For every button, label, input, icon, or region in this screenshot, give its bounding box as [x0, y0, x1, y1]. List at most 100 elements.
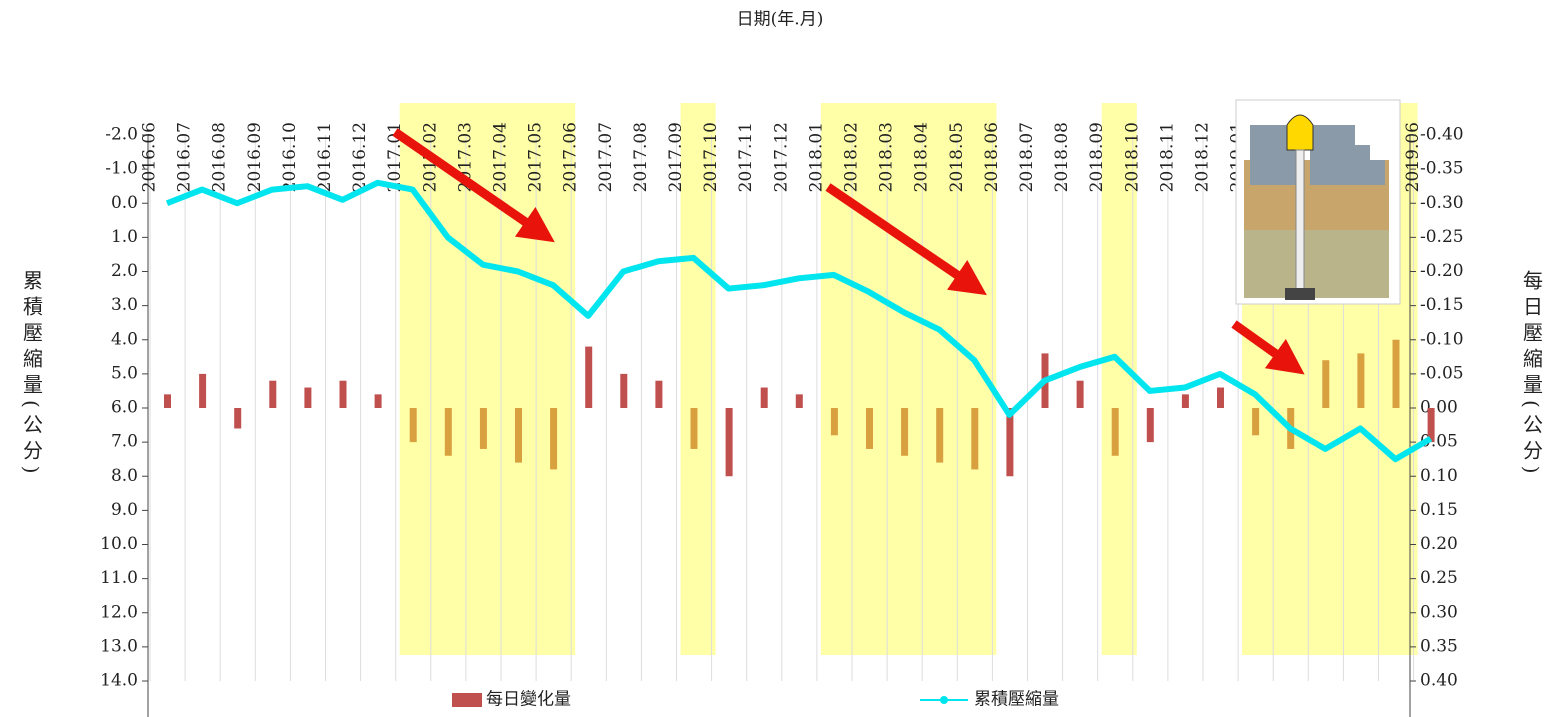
y2-tick-label: -0.25 — [1420, 227, 1464, 247]
bar — [234, 408, 242, 429]
y2-tick-label: 0.15 — [1420, 500, 1458, 520]
y-tick-label: 12.0 — [100, 602, 138, 622]
bar — [585, 346, 593, 408]
x-tick-label: 2018.05 — [947, 122, 967, 192]
y-tick-label: 4.0 — [111, 329, 138, 349]
y-tick-label: 14.0 — [100, 671, 138, 691]
bar — [515, 408, 522, 463]
bar — [409, 408, 417, 443]
y2-tick-label: 0.30 — [1420, 602, 1458, 622]
bar — [866, 408, 873, 449]
bar — [1181, 394, 1189, 408]
bar — [620, 373, 628, 408]
inset-illustration — [1235, 99, 1401, 305]
bar — [339, 380, 347, 408]
bar — [1322, 360, 1330, 408]
bar — [1427, 408, 1435, 443]
chart-title: 日期(年.月) — [737, 10, 824, 30]
y-tick-label: 8.0 — [111, 466, 138, 486]
y2-tick-label: 0.25 — [1420, 568, 1458, 588]
bar — [479, 408, 487, 449]
x-tick-label: 2017.11 — [736, 122, 756, 192]
legend-label: 累積壓縮量 — [974, 690, 1059, 710]
bar — [1217, 387, 1224, 408]
x-tick-label: 2017.07 — [596, 122, 616, 192]
x-tick-label: 2018.08 — [1052, 122, 1072, 192]
y2-tick-label: 0.40 — [1420, 671, 1458, 691]
y2-tick-label: 0.00 — [1420, 398, 1458, 418]
x-tick-label: 2016.10 — [280, 122, 300, 192]
bar — [971, 408, 979, 470]
bar — [1146, 408, 1154, 443]
legend-swatch — [940, 696, 948, 704]
x-tick-label: 2017.08 — [631, 122, 651, 192]
legend-swatch — [452, 693, 482, 707]
y2-tick-label: -0.15 — [1420, 295, 1464, 315]
bar — [936, 408, 944, 463]
shaded-period — [680, 103, 716, 655]
bar — [1392, 339, 1400, 408]
bar — [444, 408, 452, 456]
y2-tick-label: -0.10 — [1420, 329, 1464, 349]
y-tick-label: 6.0 — [111, 398, 138, 418]
x-tick-label: 2016.08 — [210, 122, 230, 192]
x-tick-label: 2018.10 — [1122, 122, 1142, 192]
y2-tick-label: 0.20 — [1420, 534, 1458, 554]
bar — [760, 387, 768, 408]
x-tick-label: 2017.06 — [561, 122, 581, 192]
y-tick-label: 2.0 — [111, 261, 138, 281]
trend-arrows — [392, 128, 1305, 375]
x-tick-label: 2017.12 — [771, 122, 791, 192]
bar — [830, 408, 838, 436]
y-tick-label: 7.0 — [111, 432, 138, 452]
bar — [1111, 408, 1119, 456]
y2-tick-label: -0.05 — [1420, 363, 1464, 383]
y-tick-label: 0.0 — [111, 193, 138, 213]
x-tick-label: 2016.06 — [140, 122, 160, 192]
y-tick-label: 9.0 — [111, 500, 138, 520]
bar — [374, 394, 382, 408]
bar — [164, 394, 171, 408]
bar — [1006, 408, 1014, 477]
y2-tick-label: -0.20 — [1420, 261, 1464, 281]
y-tick-label: 1.0 — [111, 227, 138, 247]
bar — [1357, 353, 1365, 408]
bar — [1076, 380, 1084, 408]
x-tick-label: 2018.09 — [1087, 122, 1107, 192]
y2-tick-label: 0.10 — [1420, 466, 1458, 486]
y-tick-label: 13.0 — [100, 636, 138, 656]
bar — [725, 408, 733, 477]
bar — [1252, 408, 1260, 436]
bar — [655, 380, 663, 408]
y-axis-label: 累積壓縮量(公分) — [20, 270, 44, 480]
bar — [550, 408, 558, 470]
x-tick-label: 2018.01 — [806, 122, 826, 192]
y2-tick-label: -0.40 — [1420, 125, 1464, 145]
x-tick-label: 2018.06 — [982, 122, 1002, 192]
legend: 每日變化量 累積壓縮量 — [452, 690, 1059, 710]
line — [165, 179, 1433, 463]
y-tick-label: 11.0 — [100, 568, 138, 588]
legend-label: 每日變化量 — [486, 690, 571, 710]
shaded-period — [1101, 103, 1137, 655]
x-tick-label: 2019.06 — [1403, 122, 1423, 192]
y2-axis-label: 每日壓縮量(公分) — [1520, 270, 1544, 480]
y-tick-label: 5.0 — [111, 363, 138, 383]
bar — [795, 394, 803, 408]
bar — [901, 408, 909, 456]
x-tick-label: 2017.04 — [491, 122, 511, 192]
bar — [199, 373, 207, 408]
x-tick-label: 2018.04 — [912, 122, 932, 192]
x-tick-label: 2018.12 — [1193, 122, 1213, 192]
y-tick-label: -1.0 — [105, 159, 138, 179]
y-tick-label: -2.0 — [105, 125, 138, 145]
x-tick-label: 2018.07 — [1017, 122, 1037, 192]
y2-tick-label: -0.35 — [1420, 159, 1464, 179]
y-tick-label: 10.0 — [100, 534, 138, 554]
x-tick-label: 2018.03 — [877, 122, 897, 192]
x-tick-label: 2016.12 — [350, 122, 370, 192]
y2-tick-label: 0.35 — [1420, 636, 1458, 656]
y-tick-label: 3.0 — [111, 295, 138, 315]
shaded-period — [820, 103, 997, 655]
x-tick-label: 2017.05 — [526, 122, 546, 192]
